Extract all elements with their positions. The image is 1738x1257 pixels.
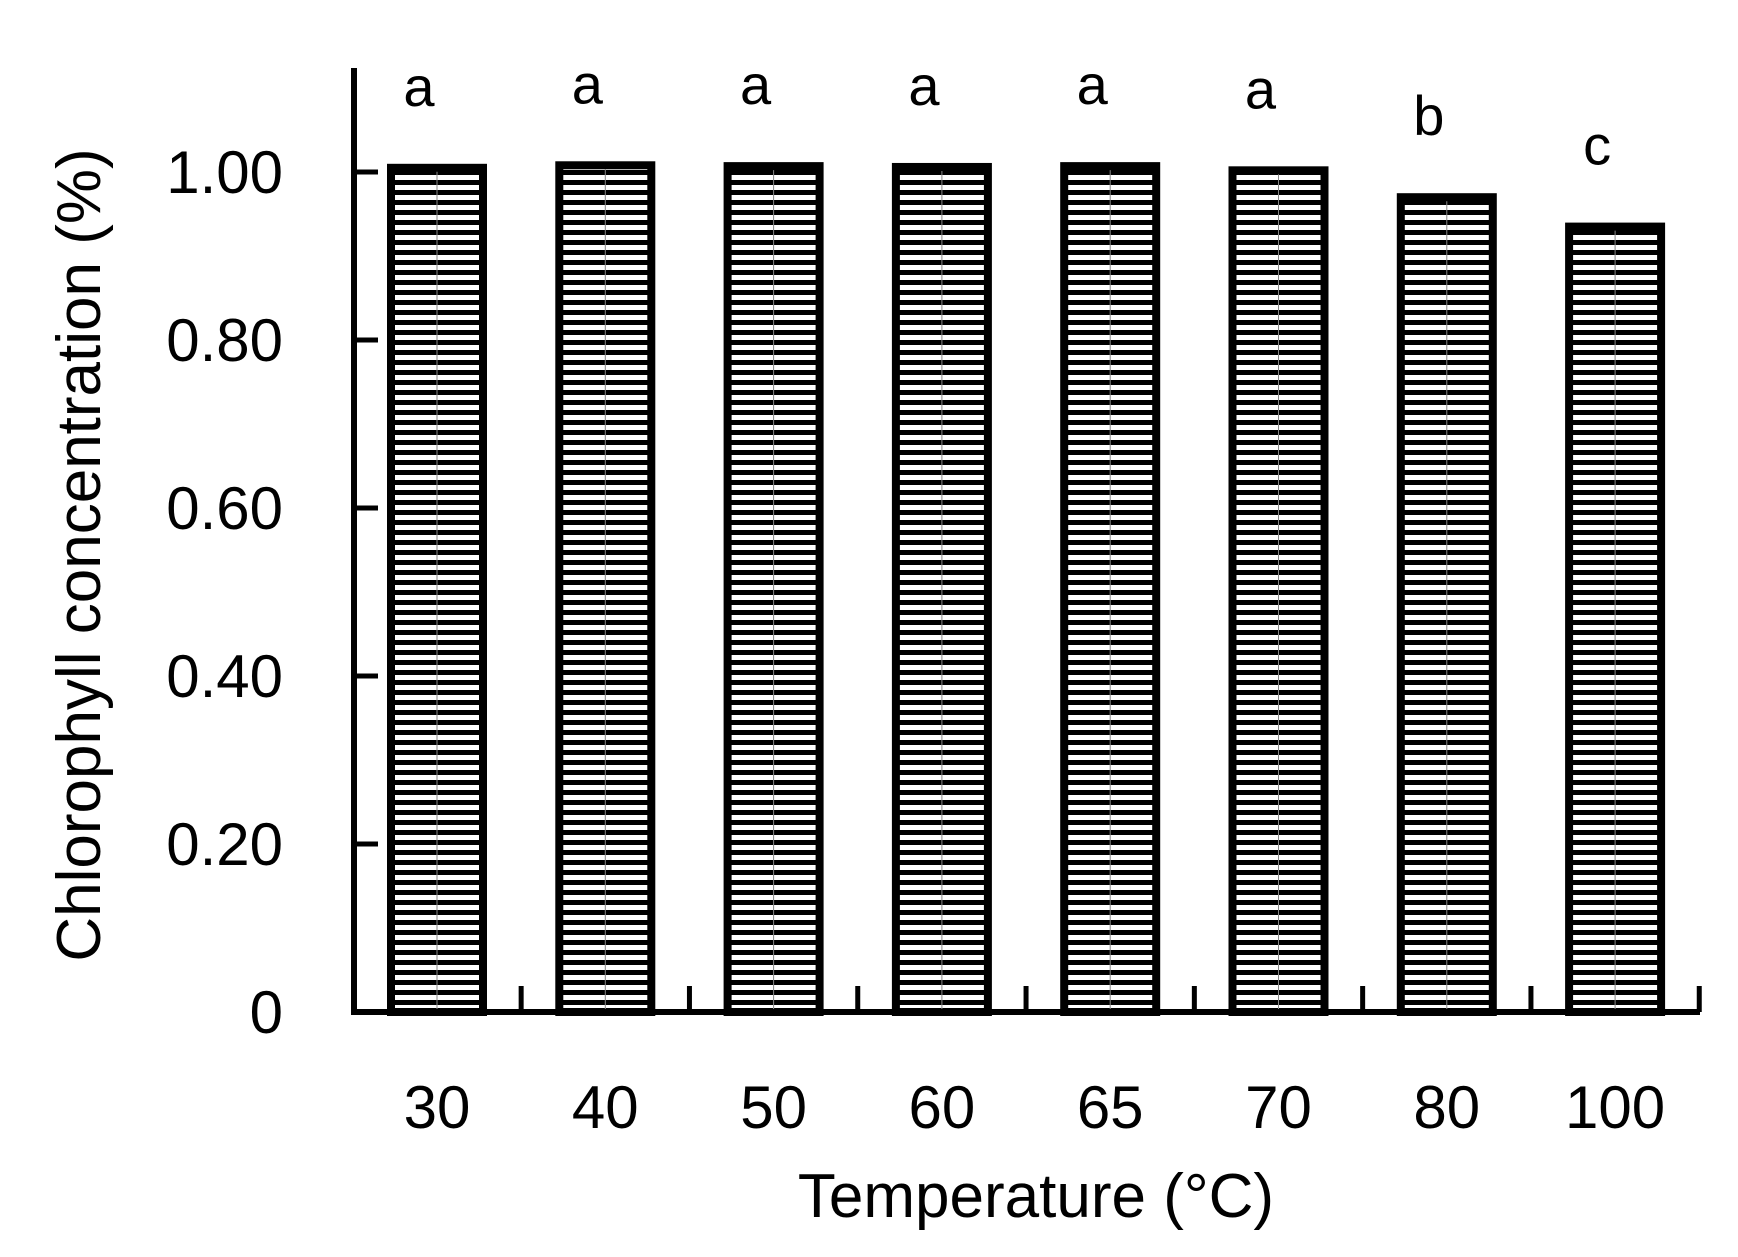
x-tick-label-70: 70	[1245, 1074, 1312, 1141]
x-tick-label-50: 50	[740, 1074, 807, 1141]
y-tick-label-0: 0	[250, 979, 283, 1046]
significance-label-30: a	[403, 55, 435, 118]
y-tick-label-2: 0.40	[166, 643, 283, 710]
significance-label-70: a	[1245, 57, 1277, 120]
x-tick-label-100: 100	[1565, 1074, 1665, 1141]
y-axis-title: Chlorophyll concentration (%)	[45, 148, 114, 961]
y-tick-label-3: 0.60	[166, 475, 283, 542]
significance-label-60: a	[908, 54, 940, 117]
y-tick-label-1: 0.20	[166, 811, 283, 878]
significance-label-40: a	[572, 52, 604, 115]
x-tick-label-40: 40	[572, 1074, 639, 1141]
y-tick-label-4: 0.80	[166, 307, 283, 374]
x-axis-title: Temperature (°C)	[798, 1162, 1274, 1231]
x-tick-label-65: 65	[1077, 1074, 1144, 1141]
x-tick-label-80: 80	[1413, 1074, 1480, 1141]
significance-label-50: a	[740, 53, 772, 116]
bars-layer	[387, 161, 1666, 1017]
labels-layer: a 30 a 40 a 50 a 60 a 65 a 70 b 80 c 100 0 0.20 0.40 0.60 0.…	[166, 52, 1665, 1141]
axes-layer	[351, 68, 1702, 1015]
significance-label-100: c	[1583, 114, 1611, 177]
significance-label-80: b	[1413, 84, 1444, 147]
x-tick-label-60: 60	[909, 1074, 976, 1141]
significance-label-65: a	[1077, 53, 1109, 116]
y-tick-label-5: 1.00	[166, 139, 283, 206]
x-tick-label-30: 30	[404, 1074, 471, 1141]
